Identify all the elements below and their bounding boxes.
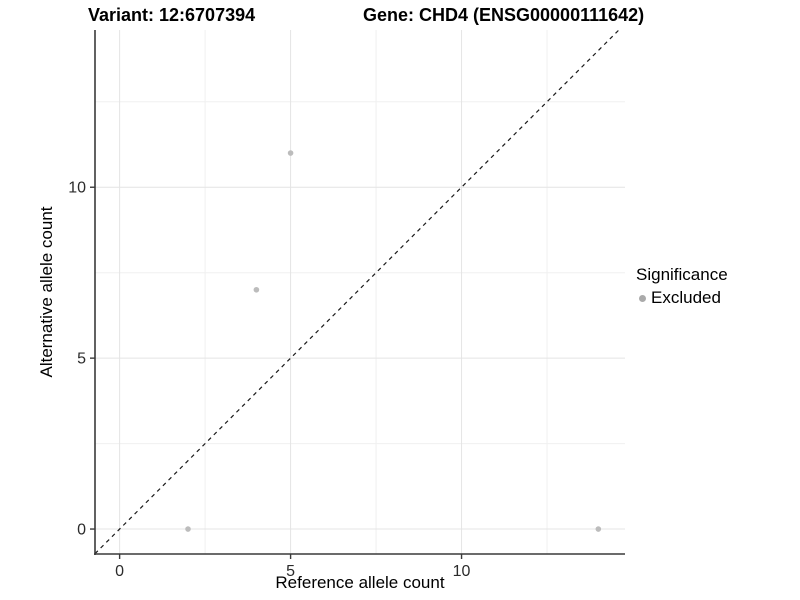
x-tick-label: 5 — [286, 563, 295, 580]
data-point — [185, 526, 191, 532]
y-tick-label: 0 — [77, 522, 86, 539]
x-tick-label: 0 — [115, 563, 124, 580]
data-point — [287, 150, 294, 156]
x-axis-title: Reference allele count — [275, 573, 445, 592]
y-tick-label: 10 — [68, 180, 86, 197]
legend-title: Significance — [636, 265, 728, 284]
data-point — [595, 526, 602, 532]
y-axis-title: Alternative allele count — [37, 206, 56, 378]
identity-line — [94, 29, 620, 555]
data-point — [253, 286, 260, 293]
excluded-dot-icon — [639, 294, 646, 302]
variant-title: Variant: 12:6707394 — [88, 5, 256, 25]
legend-entry-label: Excluded — [651, 288, 721, 307]
x-tick-label: 10 — [453, 563, 471, 580]
legend-entry-excluded: Excluded — [636, 288, 728, 308]
legend: Significance Excluded — [636, 265, 728, 308]
y-tick-label: 5 — [77, 351, 86, 368]
gene-title: Gene: CHD4 (ENSG00000111642) — [363, 5, 645, 25]
